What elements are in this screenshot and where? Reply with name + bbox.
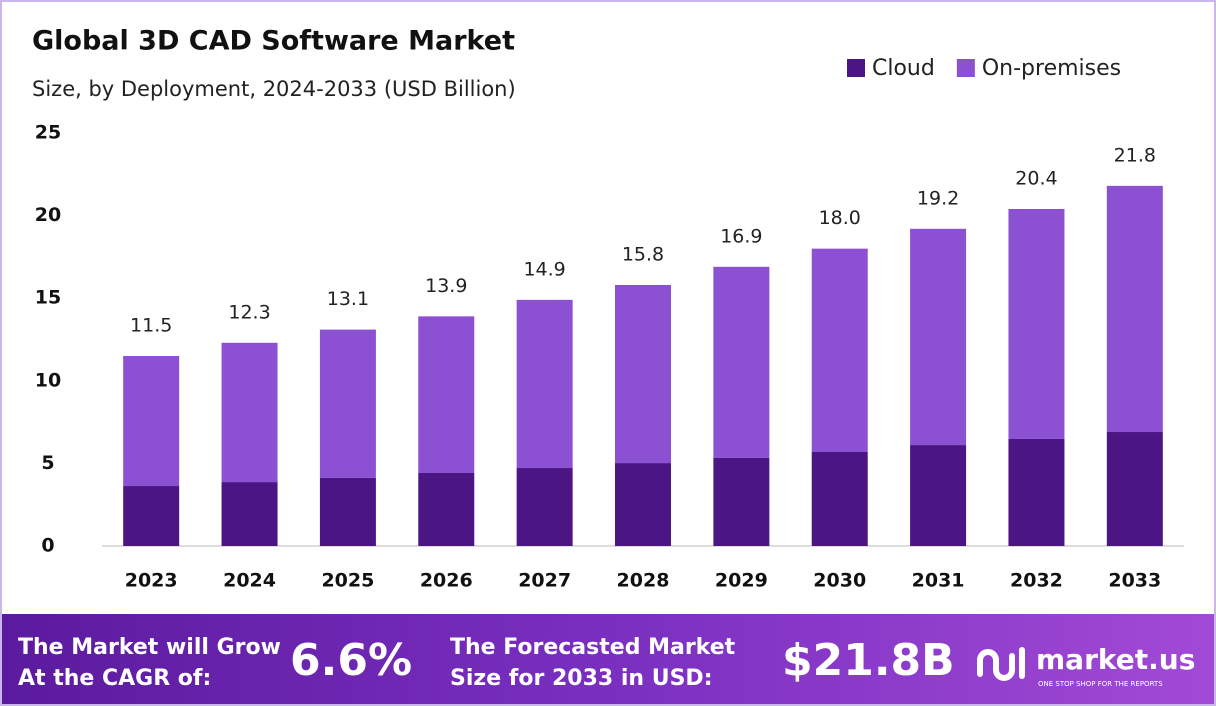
bar-segment <box>319 477 376 546</box>
y-tick-label: 20 <box>35 204 61 226</box>
y-tick-label: 25 <box>35 122 61 144</box>
bar-segment <box>811 248 868 453</box>
brand: market.us <box>1036 643 1195 676</box>
bar-segment <box>1008 208 1065 439</box>
bar-segment <box>516 299 573 469</box>
total-label: 15.8 <box>622 243 664 265</box>
cagr-value: 6.6% <box>290 635 412 686</box>
total-label: 18.0 <box>819 207 861 229</box>
bar-segment <box>221 342 278 483</box>
legend-label: Cloud <box>872 56 935 81</box>
x-tick-label: 2033 <box>1108 570 1161 592</box>
forecast-text: Size for 2033 in USD: <box>450 666 713 691</box>
x-tick-label: 2025 <box>321 570 374 592</box>
bar-segment <box>123 356 180 487</box>
x-tick-label: 2029 <box>715 570 768 592</box>
bar-segment <box>123 486 180 546</box>
x-tick-label: 2023 <box>125 570 178 592</box>
bar-segment <box>713 266 770 458</box>
legend-label: On-premises <box>982 56 1121 81</box>
brand-logo <box>977 647 1025 681</box>
legend-swatch <box>956 59 975 77</box>
total-label: 13.1 <box>327 288 369 310</box>
y-tick-label: 5 <box>41 452 54 474</box>
chart-title: Global 3D CAD Software Market <box>32 26 515 57</box>
forecast-text: The Forecasted Market <box>450 635 736 660</box>
cagr-text: The Market will Grow <box>18 635 281 660</box>
tagline: ONE STOP SHOP FOR THE REPORTS <box>1038 680 1163 688</box>
total-label: 20.4 <box>1015 167 1057 189</box>
y-tick-label: 10 <box>35 369 61 391</box>
x-tick-label: 2028 <box>617 570 670 592</box>
bar-segment <box>615 463 671 546</box>
total-label: 13.9 <box>425 275 467 297</box>
bar-segment <box>221 482 278 546</box>
x-tick-label: 2030 <box>813 570 866 592</box>
bar-segment <box>713 457 770 546</box>
bar-segment <box>418 472 475 546</box>
x-tick-label: 2026 <box>420 570 473 592</box>
x-tick-label: 2027 <box>518 570 571 592</box>
legend-swatch <box>847 59 865 77</box>
forecast-value: $21.8B <box>782 635 955 686</box>
chart-subtitle: Size, by Deployment, 2024-2033 (USD Bill… <box>32 77 516 101</box>
bar-segment <box>418 316 475 473</box>
bar-segment <box>516 468 573 546</box>
total-label: 11.5 <box>130 315 172 337</box>
x-tick-label: 2024 <box>223 570 276 592</box>
y-tick-label: 15 <box>35 287 61 309</box>
bar-segment <box>1106 185 1163 433</box>
total-label: 12.3 <box>228 301 270 323</box>
bar-segment <box>1106 432 1163 546</box>
x-tick-label: 2031 <box>912 570 965 592</box>
bar-segment <box>910 228 967 446</box>
x-tick-label: 2032 <box>1010 570 1063 592</box>
bar-segment <box>615 284 671 464</box>
total-label: 19.2 <box>917 187 959 209</box>
total-label: 14.9 <box>523 258 565 280</box>
bar-segment <box>1008 438 1065 546</box>
bar-segment <box>910 445 967 546</box>
footer-band <box>2 614 1214 704</box>
bar-segment <box>319 329 376 478</box>
bar-segment <box>811 452 868 546</box>
cagr-text: At the CAGR of: <box>18 666 211 691</box>
total-label: 16.9 <box>720 225 762 247</box>
total-label: 21.8 <box>1114 144 1156 166</box>
y-tick-label: 0 <box>41 535 54 557</box>
